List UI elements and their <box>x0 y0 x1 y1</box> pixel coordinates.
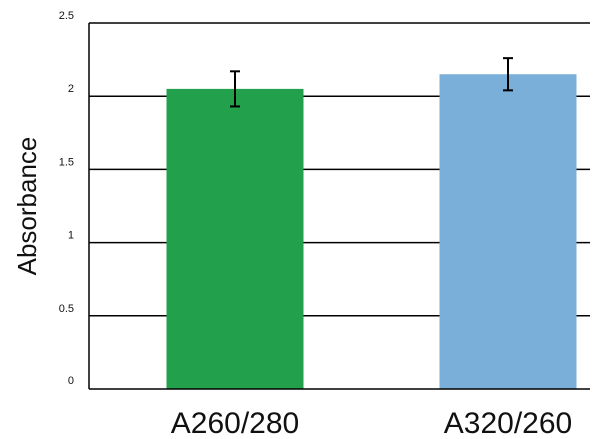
y-tick-label: 1.5 <box>59 156 74 168</box>
x-tick-labels: A260/280 A320/260 <box>171 407 572 439</box>
axes <box>88 23 590 390</box>
bars <box>166 74 577 390</box>
y-tick-labels: 0 0.5 1 1.5 2 2.5 <box>59 10 74 387</box>
y-axis-title: Absorbance <box>12 137 42 276</box>
y-tick-label: 0.5 <box>59 303 74 315</box>
bar <box>166 88 304 389</box>
x-tick-label: A320/260 <box>444 407 572 439</box>
error-bars <box>230 57 513 108</box>
x-tick-label: A260/280 <box>171 407 299 439</box>
y-tick-label: 2.5 <box>59 10 74 22</box>
error-bar <box>230 70 240 108</box>
y-tick-label: 0 <box>68 375 74 387</box>
error-bar <box>503 57 513 92</box>
y-tick-label: 1 <box>68 230 74 242</box>
bar <box>439 74 577 390</box>
y-tick-label: 2 <box>68 83 74 95</box>
